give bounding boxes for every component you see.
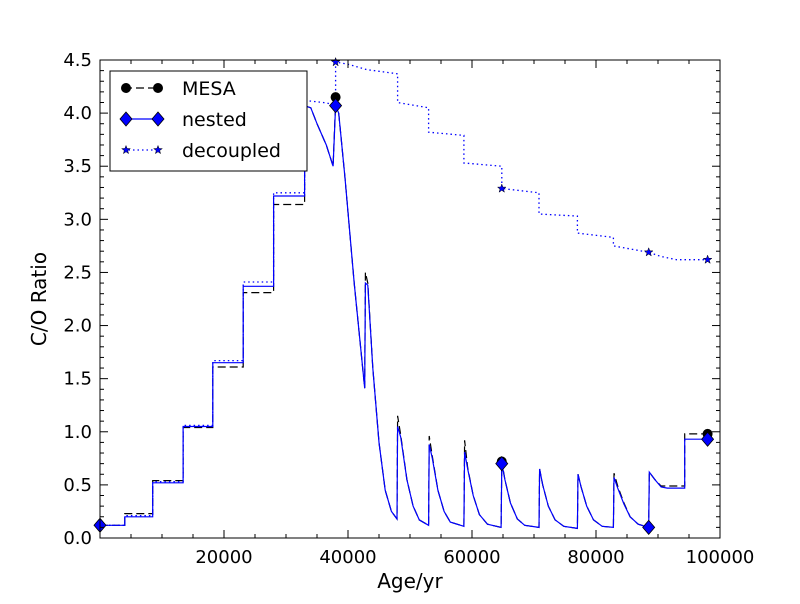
data-point-decoupled	[330, 56, 341, 67]
data-point-decoupled	[496, 183, 507, 193]
legend-label-nested: nested	[182, 109, 247, 131]
x-tick-label: 20000	[195, 547, 252, 568]
y-tick-label: 2.5	[63, 262, 92, 283]
legend-marker-decoupled	[152, 144, 164, 155]
series-line-decoupled	[100, 61, 708, 526]
data-point-decoupled	[702, 254, 713, 264]
x-tick-label: 100000	[686, 547, 755, 568]
y-axis-label: C/O Ratio	[27, 252, 51, 346]
y-tick-label: 2.0	[63, 316, 92, 337]
legend-marker-decoupled	[120, 144, 132, 155]
legend: MESA nested decoupled	[109, 70, 308, 172]
data-point-nested	[701, 431, 715, 447]
x-tick-label: 80000	[567, 547, 624, 568]
legend-marker-nested	[151, 111, 165, 127]
legend-marker-MESA	[153, 83, 163, 93]
y-tick-label: 4.0	[63, 103, 92, 124]
y-tick-label: 4.5	[63, 50, 92, 71]
data-point-nested	[495, 456, 509, 472]
x-tick-label: 60000	[443, 547, 500, 568]
legend-marker-nested	[119, 111, 133, 127]
series-line-nested	[100, 104, 708, 530]
legend-label-decoupled: decoupled	[182, 140, 281, 162]
x-tick-label: 40000	[319, 547, 376, 568]
y-tick-label: 1.0	[63, 422, 92, 443]
y-tick-label: 1.5	[63, 369, 92, 390]
data-point-nested	[329, 98, 343, 114]
x-axis-label: Age/yr	[377, 569, 443, 593]
data-point-nested	[642, 519, 656, 535]
y-tick-label: 3.5	[63, 156, 92, 177]
data-point-decoupled	[643, 247, 654, 257]
y-tick-label: 3.0	[63, 209, 92, 230]
y-tick-label: 0.5	[63, 475, 92, 496]
legend-label-MESA: MESA	[182, 78, 236, 100]
legend-marker-MESA	[121, 83, 131, 93]
y-tick-label: 0.0	[63, 528, 92, 549]
axis-ticks: 20000 40000 60000 80000 100000 0.0 0.5 1.0 1.5 2.…	[63, 50, 754, 568]
